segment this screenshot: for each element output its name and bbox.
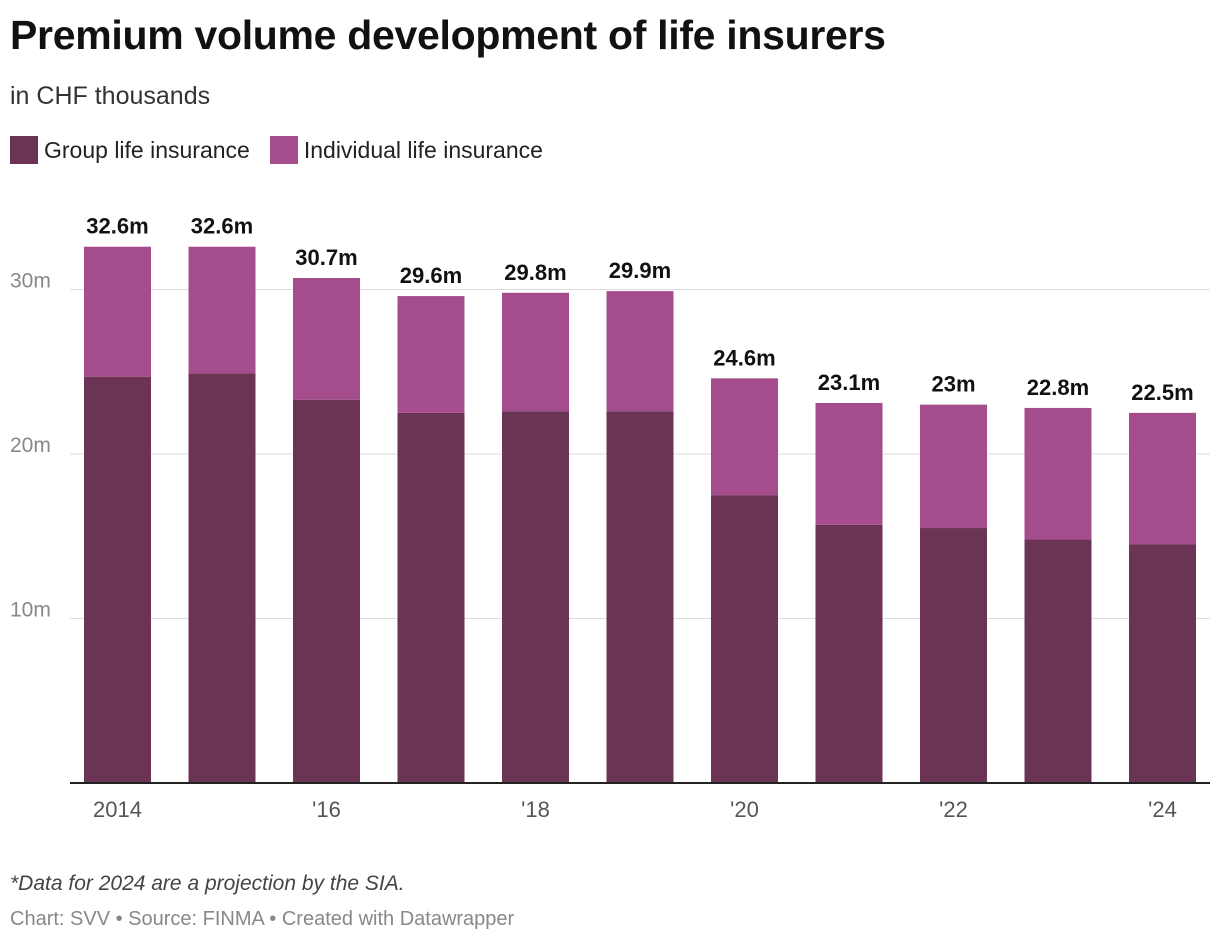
total-label: 29.8m bbox=[504, 260, 566, 285]
bar-individual-life-8 bbox=[920, 404, 987, 529]
y-tick-label: 30m bbox=[10, 270, 51, 293]
bar-individual-life-4 bbox=[502, 292, 569, 412]
legend-item-individual-life: Individual life insurance bbox=[269, 136, 543, 164]
x-tick-label: 2014 bbox=[93, 797, 142, 822]
y-tick-label: 10m bbox=[10, 599, 51, 622]
total-label: 29.6m bbox=[400, 263, 462, 288]
total-label: 23m bbox=[931, 372, 975, 397]
bar-individual-life-6 bbox=[711, 378, 778, 496]
total-label: 23.1m bbox=[818, 370, 880, 395]
bar-individual-life-3 bbox=[397, 296, 465, 413]
legend-label-individual-life: Individual life insurance bbox=[303, 136, 543, 163]
bar-individual-life-10 bbox=[1129, 412, 1196, 545]
total-label: 32.6m bbox=[191, 214, 253, 239]
bar-individual-life-1 bbox=[188, 246, 256, 374]
legend-swatch-group-life bbox=[10, 136, 38, 164]
bar-group-life-3 bbox=[397, 412, 465, 783]
bar-group-life-2 bbox=[293, 399, 360, 783]
total-label: 32.6m bbox=[86, 214, 148, 239]
bar-group-life-8 bbox=[920, 528, 987, 783]
y-tick-label: 20m bbox=[10, 434, 51, 457]
bar-group-life-0 bbox=[84, 376, 151, 783]
total-label: 22.5m bbox=[1131, 380, 1193, 405]
bar-group-life-1 bbox=[188, 373, 256, 783]
bar-group-life-4 bbox=[502, 411, 569, 783]
bar-group-life-9 bbox=[1024, 539, 1092, 783]
chart-credits: Chart: SVV • Source: FINMA • Created wit… bbox=[10, 908, 515, 930]
x-tick-label: '20 bbox=[730, 797, 759, 822]
bar-group-life-6 bbox=[711, 495, 778, 783]
x-tick-label: '24 bbox=[1148, 797, 1177, 822]
stacked-bar-chart: 10m 20m 30m 32.6m 2014 32.6m 30.7m '16 29.6m 29.8… bbox=[10, 214, 1210, 822]
chart-subtitle: in CHF thousands bbox=[10, 82, 211, 110]
bar-group-life-10 bbox=[1129, 544, 1196, 783]
bar-individual-life-7 bbox=[815, 403, 883, 525]
total-label: 30.7m bbox=[295, 245, 357, 270]
bar-individual-life-9 bbox=[1024, 407, 1092, 540]
total-label: 22.8m bbox=[1027, 375, 1089, 400]
legend-label-group-life: Group life insurance bbox=[44, 136, 250, 163]
chart-legend: Group life insurance Individual life ins… bbox=[10, 136, 563, 164]
chart-footnote: *Data for 2024 are a projection by the S… bbox=[10, 872, 405, 895]
bar-individual-life-2 bbox=[293, 277, 360, 400]
x-tick-label: '16 bbox=[312, 797, 341, 822]
bar-group-life-5 bbox=[606, 411, 674, 783]
bar-individual-life-0 bbox=[84, 246, 151, 377]
total-label: 29.9m bbox=[609, 258, 671, 283]
x-tick-label: '22 bbox=[939, 797, 968, 822]
legend-item-group-life: Group life insurance bbox=[10, 136, 250, 164]
total-label: 24.6m bbox=[713, 345, 775, 370]
bar-individual-life-5 bbox=[606, 291, 674, 412]
x-tick-label: '18 bbox=[521, 797, 550, 822]
chart-title: Premium volume development of life insur… bbox=[10, 12, 886, 58]
bar-group-life-7 bbox=[815, 524, 883, 783]
legend-swatch-individual-life bbox=[269, 136, 298, 164]
